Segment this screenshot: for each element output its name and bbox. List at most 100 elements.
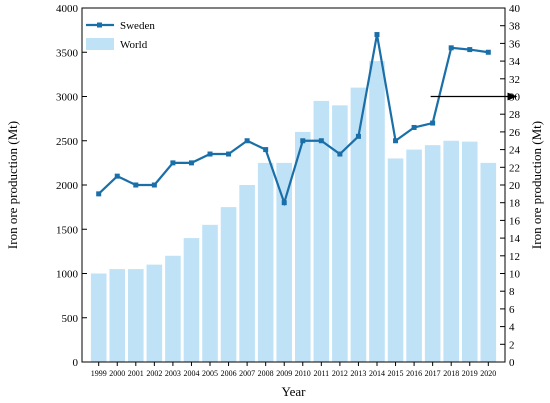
tick-label-x: 2020	[480, 369, 496, 378]
tick-label-x: 2014	[369, 369, 385, 378]
bar-world-2007	[239, 185, 255, 362]
bar-world-2019	[461, 141, 478, 362]
line-series-sweden	[96, 32, 491, 207]
legend-label-world: World	[120, 39, 148, 51]
tick-label-right: 0	[509, 357, 515, 369]
tick-label-x: 2009	[276, 369, 292, 378]
bar-world-2014	[369, 61, 385, 362]
tick-label-right: 24	[509, 145, 521, 157]
point-sweden-2010	[300, 138, 306, 144]
y-axis-title-right: Iron ore production (Mt)	[529, 121, 544, 249]
tick-label-right: 4	[509, 322, 515, 334]
point-sweden-2005	[207, 151, 213, 157]
tick-label-x: 2001	[128, 369, 144, 378]
tick-label-right: 20	[509, 180, 521, 192]
tick-label-x: 2018	[443, 369, 459, 378]
point-sweden-2020	[485, 49, 491, 55]
tick-label-x: 2016	[406, 369, 422, 378]
tick-label-x: 2006	[221, 369, 237, 378]
point-sweden-2014	[374, 32, 380, 38]
bar-world-2011	[313, 100, 330, 363]
bar-world-2013	[350, 87, 367, 363]
tick-label-left: 3000	[56, 92, 79, 104]
tick-label-right: 40	[509, 3, 521, 15]
tick-label-x: 2005	[202, 369, 218, 378]
point-sweden-2011	[318, 138, 324, 144]
point-sweden-2008	[263, 147, 269, 153]
tick-label-x: 2013	[350, 369, 366, 378]
tick-label-left: 1500	[56, 224, 79, 236]
bar-world-2012	[332, 105, 348, 362]
tick-label-right: 8	[509, 286, 515, 298]
tick-label-x: 2010	[295, 369, 311, 378]
legend: Sweden World	[86, 20, 155, 51]
tick-label-right: 6	[509, 304, 515, 316]
bar-series-world	[90, 61, 497, 363]
point-sweden-1999	[96, 191, 102, 197]
bar-world-2010	[294, 131, 311, 362]
sweden-line	[97, 34, 489, 207]
point-sweden-2012	[337, 151, 343, 157]
bar-world-2001	[128, 269, 144, 362]
legend-marker-sweden	[97, 22, 102, 28]
point-sweden-2009	[281, 200, 287, 206]
point-sweden-2000	[114, 173, 120, 179]
bar-world-2020	[480, 162, 497, 362]
tick-label-x: 2007	[239, 369, 255, 378]
tick-label-left: 4000	[56, 3, 79, 15]
tick-label-x: 2012	[332, 369, 348, 378]
point-sweden-2004	[188, 160, 194, 166]
tick-label-x: 2019	[462, 369, 478, 378]
point-sweden-2001	[133, 182, 139, 188]
tick-label-right: 2	[509, 339, 515, 351]
bar-world-1999	[90, 273, 107, 362]
bar-world-2009	[276, 162, 293, 362]
tick-label-left: 2500	[56, 136, 79, 148]
tick-label-right: 26	[509, 127, 521, 139]
tick-label-left: 0	[73, 357, 79, 369]
tick-label-x: 2011	[313, 369, 329, 378]
tick-label-right: 38	[509, 21, 521, 33]
legend-swatch-world	[86, 38, 114, 50]
tick-label-right: 18	[509, 198, 521, 210]
bar-world-2008	[257, 162, 274, 362]
tick-label-right: 32	[509, 74, 520, 86]
tick-label-x: 2008	[258, 369, 274, 378]
tick-label-right: 34	[509, 56, 521, 68]
tick-label-x: 2004	[183, 369, 199, 378]
tick-label-right: 28	[509, 109, 521, 121]
tick-label-right: 16	[509, 215, 521, 227]
tick-label-right: 14	[509, 233, 521, 245]
bar-world-2000	[109, 269, 126, 362]
bar-world-2017	[424, 145, 441, 362]
tick-label-right: 36	[509, 38, 521, 50]
tick-label-x: 1999	[91, 369, 107, 378]
x-axis-title: Year	[282, 384, 307, 399]
tick-label-left: 3500	[56, 47, 79, 59]
point-sweden-2003	[170, 160, 176, 166]
tick-label-x: 2003	[165, 369, 181, 378]
tick-label-right: 30	[509, 92, 521, 104]
legend-label-sweden: Sweden	[120, 20, 155, 32]
tick-label-x: 2015	[388, 369, 404, 378]
bar-world-2005	[202, 224, 218, 362]
point-sweden-2016	[411, 124, 417, 130]
point-sweden-2013	[355, 133, 361, 139]
tick-label-left: 2000	[56, 180, 79, 192]
bar-world-2006	[220, 207, 237, 362]
bar-world-2002	[146, 264, 163, 362]
axes: 0500100015002000250030003500400002468101…	[56, 3, 521, 378]
point-sweden-2018	[448, 45, 454, 51]
bar-world-2015	[387, 158, 404, 362]
point-sweden-2019	[467, 47, 473, 53]
tick-label-left: 1000	[56, 269, 79, 281]
tick-label-right: 22	[509, 162, 520, 174]
point-sweden-2017	[430, 120, 436, 126]
tick-label-right: 12	[509, 251, 520, 263]
point-sweden-2015	[393, 138, 399, 144]
bar-world-2004	[183, 238, 200, 362]
bar-world-2016	[406, 149, 422, 362]
tick-label-right: 10	[509, 269, 521, 281]
bar-world-2018	[443, 140, 459, 362]
